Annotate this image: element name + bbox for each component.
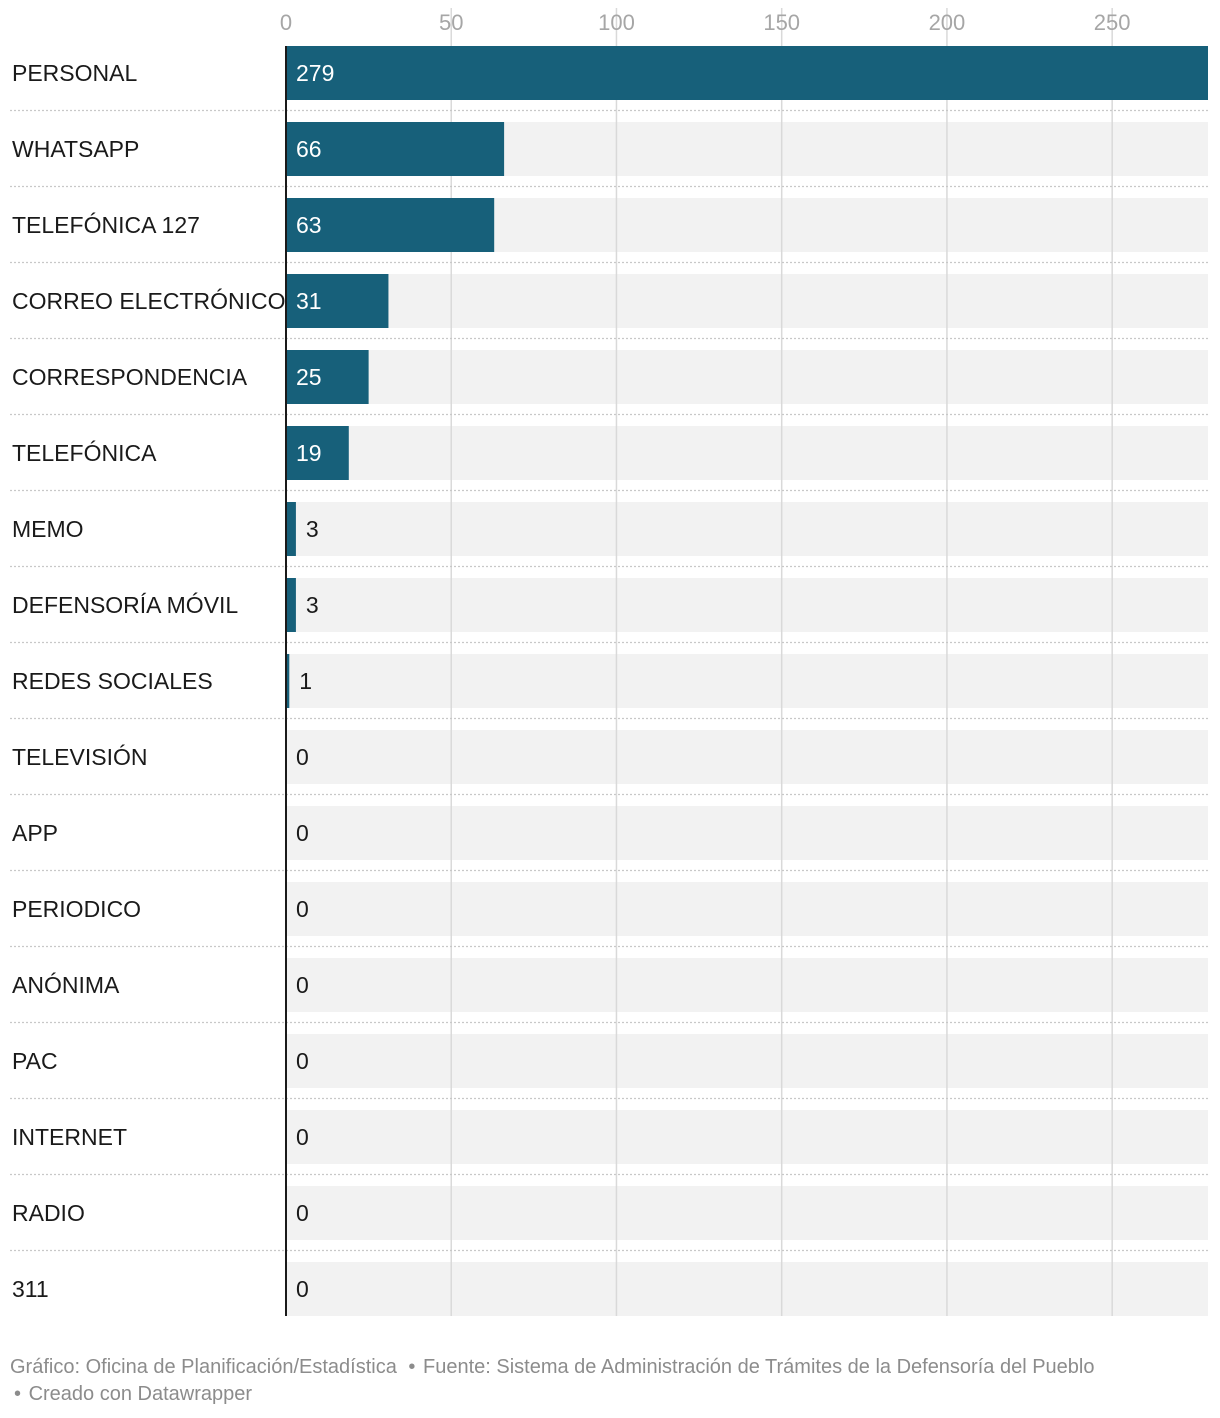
category-label: DEFENSORÍA MÓVIL [12, 592, 238, 618]
bar-track [286, 426, 1208, 480]
category-label: PERSONAL [12, 60, 137, 86]
category-label: CORREO ELECTRÓNICO [12, 288, 285, 314]
bar-track [286, 806, 1208, 860]
bar-tracks [286, 46, 1208, 1316]
bar [286, 578, 296, 632]
category-label: PERIODICO [12, 896, 141, 922]
bar-track [286, 654, 1208, 708]
x-tick-label: 200 [929, 10, 966, 35]
footer-separator: • [408, 1356, 416, 1378]
category-label: CORRESPONDENCIA [12, 364, 248, 390]
category-label: 311 [12, 1276, 49, 1302]
bar [286, 350, 369, 404]
x-tick-label: 150 [763, 10, 800, 35]
value-label: 279 [296, 60, 334, 86]
footer-graphic-credit: Gráfico: Oficina de Planificación/Estadí… [10, 1356, 397, 1378]
value-label: 66 [296, 136, 322, 162]
x-tick-label: 100 [598, 10, 635, 35]
value-label: 0 [296, 1124, 309, 1150]
bar-track [286, 1110, 1208, 1164]
bar-track [286, 1262, 1208, 1316]
category-label: PAC [12, 1048, 58, 1074]
value-label: 0 [296, 820, 309, 846]
footer-datawrapper-credit: Creado con Datawrapper [28, 1383, 253, 1405]
footer-separator: • [14, 1383, 22, 1405]
value-label: 0 [296, 744, 309, 770]
x-tick-label: 50 [439, 10, 463, 35]
category-labels: PERSONAL WHATSAPP TELEFÓNICA 127 CORREO ELE… [12, 60, 285, 1302]
category-label: MEMO [12, 516, 84, 542]
value-label: 0 [296, 1276, 309, 1302]
category-label: TELEFÓNICA 127 [12, 212, 200, 238]
bar [286, 274, 389, 328]
bar [286, 502, 296, 556]
value-label: 3 [306, 592, 319, 618]
category-label: TELEFÓNICA [12, 440, 157, 466]
category-label: APP [12, 820, 58, 846]
category-label: INTERNET [12, 1124, 127, 1150]
bar-track [286, 958, 1208, 1012]
bar [286, 198, 495, 252]
bar [286, 654, 290, 708]
bar-chart: 0 50 100 150 200 250 PERSONALWHATSAPPTELEFÓNI… [10, 8, 1208, 1316]
value-label: 0 [296, 1200, 309, 1226]
value-label: 3 [306, 516, 319, 542]
value-label: 0 [296, 972, 309, 998]
x-tick-label: 0 [280, 10, 292, 35]
value-label: 1 [299, 668, 312, 694]
value-label: 19 [296, 440, 322, 466]
value-label: 0 [296, 1048, 309, 1074]
footer-source: Fuente: Sistema de Administración de Trá… [423, 1356, 1095, 1378]
value-label: 0 [296, 896, 309, 922]
bar-track [286, 882, 1208, 936]
bar-track [286, 1034, 1208, 1088]
value-label: 25 [296, 364, 322, 390]
bar-track [286, 730, 1208, 784]
category-label: RADIO [12, 1200, 85, 1226]
bar-track [286, 578, 1208, 632]
bar-track [286, 502, 1208, 556]
bar [286, 122, 505, 176]
bar [286, 46, 1208, 100]
x-axis-ticks: 0 50 100 150 200 250 [280, 10, 1131, 35]
chart-footer: Gráfico: Oficina de Planificación/Estadí… [10, 1354, 1210, 1408]
category-label: ANÓNIMA [12, 972, 120, 998]
category-label: TELEVISIÓN [12, 744, 147, 770]
category-label: REDES SOCIALES [12, 668, 213, 694]
bar-track [286, 274, 1208, 328]
x-tick-label: 250 [1094, 10, 1131, 35]
value-label: 31 [296, 288, 322, 314]
bar-track [286, 350, 1208, 404]
bar [286, 426, 349, 480]
bar-track [286, 1186, 1208, 1240]
value-label: 63 [296, 212, 322, 238]
category-label: WHATSAPP [12, 136, 139, 162]
bars [286, 46, 1208, 708]
